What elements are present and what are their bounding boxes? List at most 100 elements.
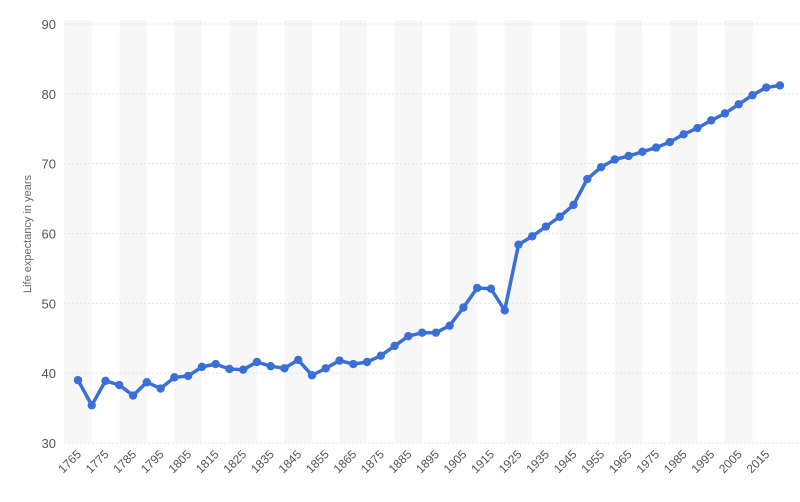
x-tick-label: 2005 — [716, 447, 745, 476]
data-point[interactable] — [73, 375, 83, 385]
data-point[interactable] — [252, 357, 262, 367]
data-point[interactable] — [362, 357, 372, 367]
column-band — [284, 20, 312, 443]
data-point[interactable] — [321, 364, 330, 373]
x-tick-label: 1985 — [661, 447, 690, 476]
data-point[interactable] — [514, 240, 523, 249]
data-point[interactable] — [335, 356, 344, 365]
data-point[interactable] — [101, 376, 110, 386]
y-tick-label: 30 — [42, 436, 56, 451]
data-point[interactable] — [638, 147, 647, 156]
x-tick-label: 1945 — [551, 447, 580, 476]
data-series — [73, 81, 785, 410]
data-point[interactable] — [748, 91, 757, 100]
data-point[interactable] — [583, 174, 592, 184]
data-point[interactable] — [225, 364, 234, 374]
column-band — [504, 20, 533, 443]
data-point[interactable] — [596, 162, 606, 172]
y-tick-label: 90 — [42, 17, 56, 32]
x-tick-label: 1865 — [331, 447, 360, 476]
data-point[interactable] — [211, 359, 220, 369]
x-tick-label: 1855 — [303, 447, 332, 476]
alternating-column-bands — [64, 20, 753, 443]
data-point[interactable] — [417, 328, 427, 337]
data-point[interactable] — [115, 380, 124, 390]
x-tick-label: 1875 — [358, 447, 387, 476]
x-tick-label: 2015 — [744, 447, 773, 476]
x-tick-label: 1935 — [523, 447, 552, 476]
data-point[interactable] — [720, 109, 730, 118]
x-tick-label: 1845 — [276, 447, 305, 476]
x-tick-label: 1915 — [468, 447, 497, 476]
x-tick-label: 1905 — [441, 447, 470, 476]
column-band — [449, 20, 478, 443]
data-point[interactable] — [349, 359, 358, 369]
column-band — [669, 20, 698, 443]
data-point[interactable] — [762, 83, 771, 92]
data-point[interactable] — [431, 328, 441, 337]
x-tick-label: 1975 — [633, 447, 662, 476]
data-point[interactable] — [651, 143, 661, 152]
data-point[interactable] — [238, 365, 248, 374]
y-axis-label: Life expectancy in years — [22, 174, 34, 293]
data-point[interactable] — [486, 284, 496, 293]
data-point[interactable] — [404, 331, 413, 341]
data-point[interactable] — [734, 100, 743, 109]
data-point[interactable] — [156, 384, 165, 393]
data-point[interactable] — [624, 151, 633, 161]
x-tick-label: 1765 — [55, 447, 84, 476]
x-tick-label: 1825 — [221, 447, 250, 476]
x-tick-label: 1795 — [138, 447, 167, 476]
x-tick-label: 1885 — [386, 447, 415, 476]
data-point[interactable] — [280, 364, 289, 373]
data-point[interactable] — [693, 123, 702, 133]
data-point[interactable] — [569, 200, 578, 210]
x-axis-tick-labels: 1765177517851795180518151825183518451855… — [55, 447, 772, 476]
data-point[interactable] — [142, 378, 152, 387]
data-point[interactable] — [528, 232, 537, 241]
data-point[interactable] — [183, 371, 193, 381]
data-point[interactable] — [266, 361, 275, 371]
y-tick-label: 60 — [42, 227, 56, 242]
data-point[interactable] — [307, 371, 317, 380]
y-tick-label: 80 — [42, 87, 56, 102]
x-tick-label: 1815 — [193, 447, 222, 476]
data-point[interactable] — [500, 306, 509, 315]
x-tick-label: 1965 — [606, 447, 635, 476]
data-point[interactable] — [541, 222, 551, 231]
data-point[interactable] — [445, 321, 454, 330]
data-point[interactable] — [775, 81, 785, 90]
x-tick-label: 1995 — [689, 447, 718, 476]
column-band — [339, 20, 368, 443]
y-tick-label: 50 — [42, 296, 56, 311]
data-point[interactable] — [679, 130, 688, 139]
data-point[interactable] — [390, 341, 399, 351]
x-tick-label: 1895 — [413, 447, 442, 476]
data-point[interactable] — [610, 155, 620, 164]
y-tick-label: 70 — [42, 157, 56, 172]
y-axis-tick-labels: 30 40 50 60 70 80 90 — [42, 17, 56, 451]
column-band — [614, 20, 643, 443]
x-tick-label: 1805 — [165, 447, 194, 476]
x-tick-label: 1835 — [248, 447, 277, 476]
column-band — [229, 20, 257, 443]
data-point[interactable] — [376, 351, 386, 360]
data-point[interactable] — [706, 116, 716, 125]
data-point[interactable] — [555, 212, 564, 221]
data-point[interactable] — [472, 283, 482, 293]
column-band — [64, 20, 92, 443]
data-point[interactable] — [170, 373, 179, 382]
x-tick-label: 1955 — [578, 447, 607, 476]
data-point[interactable] — [87, 401, 96, 410]
column-band — [724, 20, 753, 443]
data-point[interactable] — [128, 391, 138, 400]
column-band — [394, 20, 423, 443]
data-point[interactable] — [197, 362, 207, 372]
x-tick-label: 1925 — [496, 447, 525, 476]
y-tick-label: 40 — [42, 366, 56, 381]
x-tick-label: 1775 — [83, 447, 112, 476]
data-point[interactable] — [294, 355, 303, 365]
data-point[interactable] — [459, 303, 468, 312]
data-point[interactable] — [665, 137, 675, 147]
